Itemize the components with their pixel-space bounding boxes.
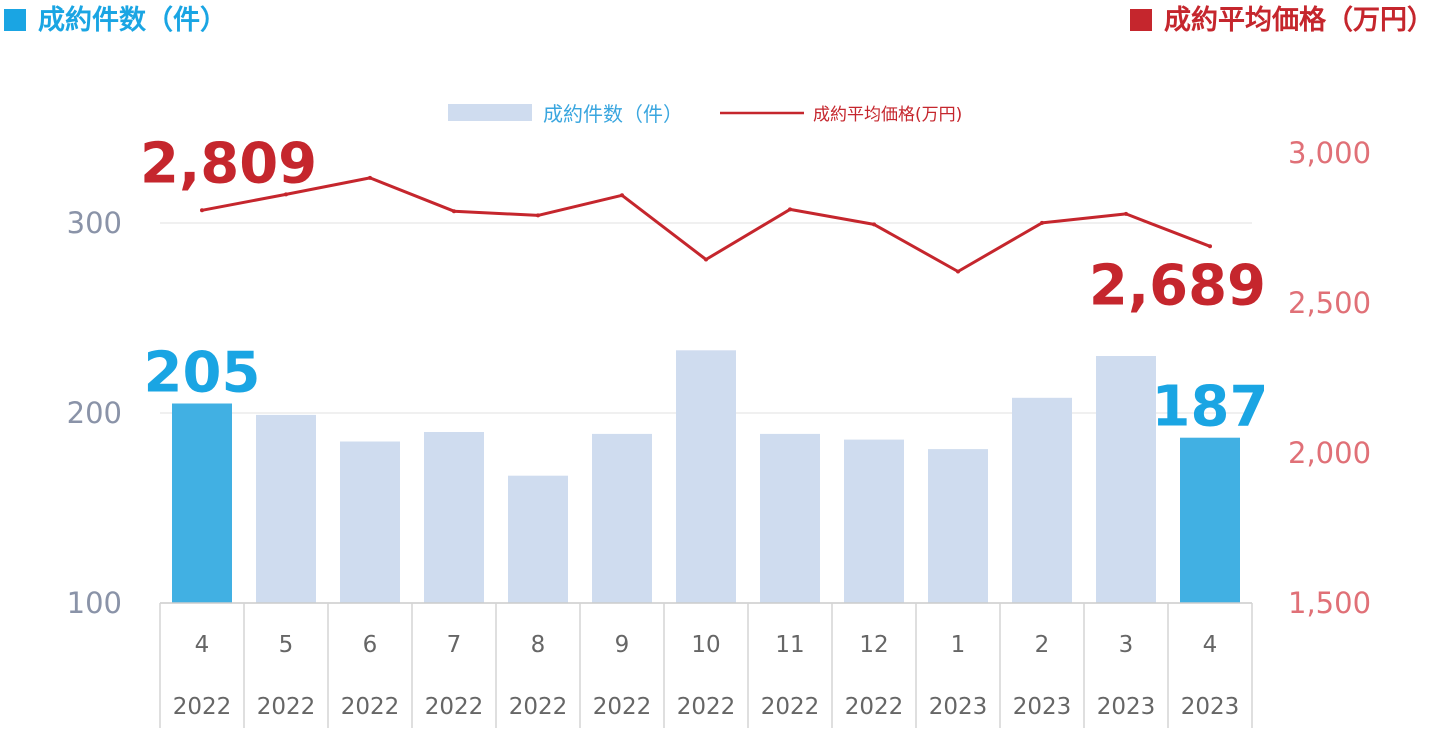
x-tick-label-0: 4 (195, 632, 210, 658)
x-year-label-9: 2023 (929, 694, 988, 720)
x-tick-label-12: 4 (1203, 632, 1218, 658)
bar-8 (844, 439, 904, 603)
x-year-label-0: 2022 (173, 694, 232, 720)
x-tick-label-10: 2 (1035, 632, 1050, 658)
x-tick-label-9: 1 (951, 632, 966, 658)
price-point-2 (368, 175, 372, 180)
x-year-label-3: 2022 (425, 694, 484, 720)
left-title-square-icon (4, 9, 26, 31)
left-tick-label-1: 200 (67, 396, 122, 430)
right-axis-title: 成約平均価格（万円） (1130, 4, 1434, 38)
bar-10 (1012, 397, 1072, 603)
price-line (201, 176, 1211, 273)
left-axis-title-text: 成約件数（件） (38, 5, 227, 36)
left-tick-label-0: 100 (67, 586, 122, 620)
callout-first-line-value: 2,809 (140, 131, 317, 196)
bar-11 (1096, 356, 1156, 603)
x-tick-label-11: 3 (1119, 632, 1134, 658)
x-year-label-10: 2023 (1013, 694, 1072, 720)
x-tick-label-1: 5 (279, 632, 294, 658)
price-point-10 (1040, 220, 1044, 225)
x-year-label-6: 2022 (677, 694, 736, 720)
bar-4 (508, 475, 568, 603)
right-axis-title-text: 成約平均価格（万円） (1164, 5, 1434, 36)
x-year-label-8: 2022 (845, 694, 904, 720)
bar-2 (340, 441, 400, 603)
bar-12 (1180, 437, 1240, 603)
x-tick-label-5: 9 (615, 632, 630, 658)
x-tick-label-4: 8 (531, 632, 546, 658)
x-year-label-11: 2023 (1097, 694, 1156, 720)
price-point-8 (872, 222, 876, 227)
right-tick-label-2: 2,500 (1288, 286, 1371, 320)
price-point-4 (536, 213, 540, 218)
price-point-11 (1124, 211, 1128, 216)
x-tick-label-8: 12 (859, 632, 888, 658)
right-tick-label-1: 2,000 (1288, 436, 1371, 470)
price-point-3 (452, 209, 456, 214)
callout-first-bar-value: 205 (144, 341, 261, 406)
legend-line-label: 成約平均価格(万円) (813, 105, 962, 125)
bar-6 (676, 350, 736, 603)
bar-0 (172, 403, 232, 603)
callout-last-bar-value: 187 (1152, 375, 1269, 440)
x-year-label-4: 2022 (509, 694, 568, 720)
bar-3 (424, 432, 484, 603)
price-point-12 (1208, 244, 1212, 249)
left-tick-label-2: 300 (67, 206, 122, 240)
x-year-label-7: 2022 (761, 694, 820, 720)
x-tick-label-2: 6 (363, 632, 378, 658)
bar-7 (760, 433, 820, 603)
bar-1 (256, 414, 316, 603)
x-tick-label-3: 7 (447, 632, 462, 658)
price-point-9 (956, 269, 960, 274)
price-point-1 (284, 192, 288, 197)
price-point-0 (200, 208, 204, 213)
price-point-7 (788, 207, 792, 212)
right-title-square-icon (1130, 9, 1152, 31)
bar-9 (928, 449, 988, 603)
x-year-label-2: 2022 (341, 694, 400, 720)
legend-bar-label: 成約件数（件） (543, 102, 683, 126)
x-tick-label-7: 11 (775, 632, 804, 658)
callout-last-line-value: 2,689 (1089, 253, 1266, 318)
x-tick-label-6: 10 (691, 632, 720, 658)
x-year-label-5: 2022 (593, 694, 652, 720)
price-point-5 (620, 193, 624, 198)
right-tick-label-3: 3,000 (1288, 136, 1371, 170)
legend-bar-swatch (448, 104, 532, 121)
right-tick-label-0: 1,500 (1288, 586, 1371, 620)
price-point-6 (704, 257, 708, 262)
left-axis-title: 成約件数（件） (4, 4, 227, 38)
bar-5 (592, 433, 652, 603)
x-year-label-12: 2023 (1181, 694, 1240, 720)
x-year-label-1: 2022 (257, 694, 316, 720)
